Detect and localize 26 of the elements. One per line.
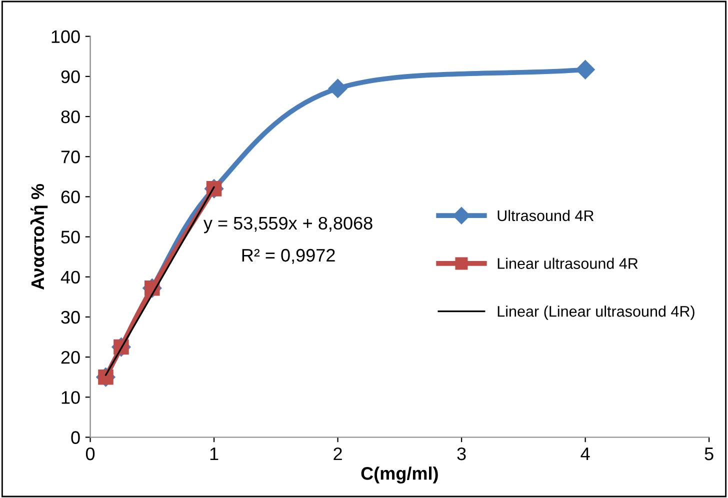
x-tick-label: 2 <box>334 447 342 460</box>
y-tick-label: 100 <box>52 30 80 44</box>
annotation: R² = 0,9972 <box>242 248 335 264</box>
y-tick-label: 60 <box>61 190 80 204</box>
x-tick-label: 3 <box>457 447 466 460</box>
y-tick-label: 50 <box>61 230 80 244</box>
y-tick-label: 40 <box>60 270 80 284</box>
y-tick-label: 10 <box>62 391 80 404</box>
x-tick-label: 5 <box>704 448 714 460</box>
x-axis-title: C(mg/ml) <box>361 466 438 484</box>
x-tick-label: 4 <box>580 448 590 460</box>
y-tick-label: 20 <box>61 351 80 364</box>
y-axis-title: Αναστολή % <box>30 184 48 290</box>
point <box>328 78 348 98</box>
y-tick-label: 70 <box>61 150 80 164</box>
legend-label: Linear ultrasound 4R <box>498 258 638 269</box>
y-tick-label: 80 <box>61 110 80 124</box>
legend-label: Linear (Linear ultrasound 4R) <box>498 306 694 320</box>
y-tick-label: 90 <box>61 70 80 84</box>
x-tick-label: 1 <box>210 448 218 460</box>
y-tick-label: 30 <box>61 310 80 324</box>
legend-label: Ultrasound 4R <box>498 210 594 222</box>
y-tick-label: 0 <box>71 431 80 444</box>
x-tick-label: 0 <box>86 447 95 460</box>
point <box>576 60 595 80</box>
annotation: y = 53,559x + 8,8068 <box>204 216 372 234</box>
